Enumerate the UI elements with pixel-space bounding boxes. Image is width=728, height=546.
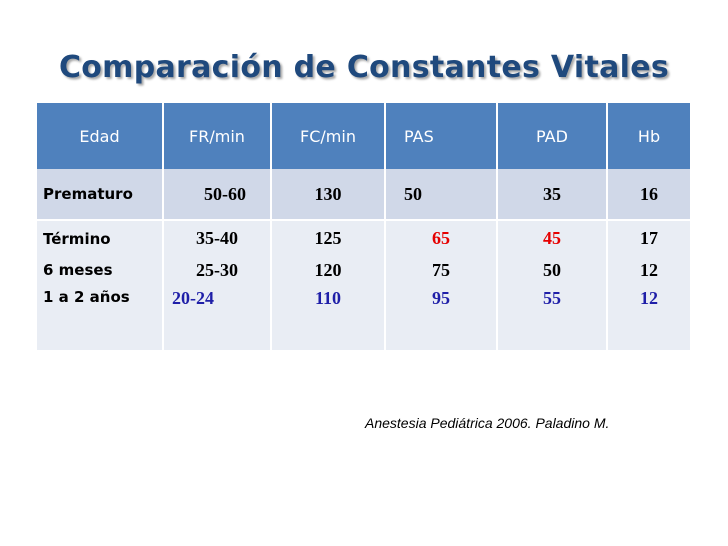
table-row: Término 35-40 125 65 45 17: [37, 220, 690, 256]
cell-hb: 12: [607, 256, 690, 284]
header-hb: Hb: [607, 103, 690, 169]
cell-pas: 95: [385, 284, 498, 350]
cell-hb: 16: [607, 169, 690, 221]
header-fr: FR/min: [163, 103, 272, 169]
cell-pas: 65: [385, 220, 498, 256]
header-pad: PAD: [497, 103, 608, 169]
table-header-row: Edad FR/min FC/min PAS PAD Hb: [37, 103, 690, 169]
cell-edad: Término: [37, 220, 164, 256]
header-edad: Edad: [37, 103, 164, 169]
table-row: 1 a 2 años 20-24 110 95 55 12: [37, 284, 690, 350]
header-fc: FC/min: [271, 103, 386, 169]
cell-hb: 12: [607, 284, 690, 350]
cell-edad: 6 meses: [37, 256, 164, 284]
cell-pad: 55: [497, 284, 608, 350]
citation: Anestesia Pediátrica 2006. Paladino M.: [365, 415, 610, 431]
cell-edad: Prematuro: [37, 169, 164, 221]
cell-fc: 130: [271, 169, 386, 221]
cell-pad: 45: [497, 220, 608, 256]
cell-edad: 1 a 2 años: [37, 284, 164, 350]
table-row: Prematuro 50-60 130 50 35 16: [37, 169, 690, 221]
cell-pas: 50: [385, 169, 498, 221]
cell-fr: 20-24: [163, 284, 272, 350]
cell-fr: 50-60: [163, 169, 272, 221]
cell-hb: 17: [607, 220, 690, 256]
cell-fc: 110: [271, 284, 386, 350]
cell-fr: 25-30: [163, 256, 272, 284]
page-title: Comparación de Constantes Vitales: [58, 50, 670, 85]
cell-fr: 35-40: [163, 220, 272, 256]
cell-pad: 35: [497, 169, 608, 221]
vital-signs-table: Edad FR/min FC/min PAS PAD Hb Prematuro …: [37, 103, 690, 350]
header-pas: PAS: [385, 103, 498, 169]
cell-pas: 75: [385, 256, 498, 284]
cell-pad: 50: [497, 256, 608, 284]
cell-fc: 125: [271, 220, 386, 256]
cell-fc: 120: [271, 256, 386, 284]
table-row: 6 meses 25-30 120 75 50 12: [37, 256, 690, 284]
